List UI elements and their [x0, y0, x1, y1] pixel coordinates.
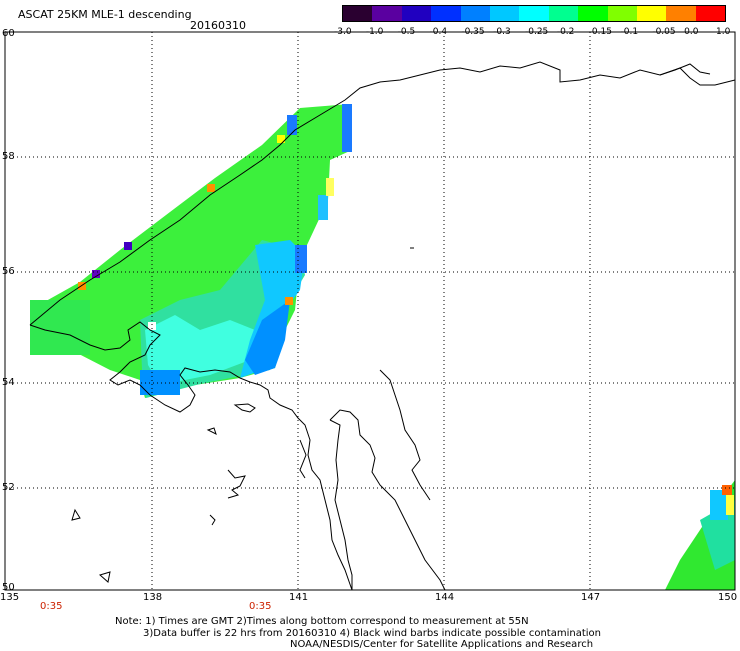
lat-label-50: 50 [2, 582, 15, 593]
colorbar-segment [401, 6, 432, 21]
colorbar-label: -0.15 [588, 27, 612, 37]
colorbar-segment [636, 6, 667, 21]
colorbar-segment [460, 6, 490, 21]
colorbar-labels: -3.0 -1.0 -0.5 -0.4 -0.35 -0.3 -0.25 -0.2 -0.15-… [334, 27, 734, 39]
colorbar-segment [695, 6, 726, 21]
data-swath-corner [665, 480, 735, 590]
lon-label-147: 147 [581, 592, 601, 603]
colorbar-label: 1.0 [716, 27, 731, 37]
time-label-right: 0:35 [249, 601, 272, 612]
colorbar-segment [578, 6, 608, 21]
colorbar-label: -0.25 [525, 27, 549, 37]
lat-label-54: 54 [2, 377, 15, 388]
colorbar-label: -0.35 [461, 27, 485, 37]
colorbar-label: -0.4 [429, 27, 448, 37]
colorbar-segment [431, 6, 461, 21]
graticule [5, 32, 735, 590]
note-line-3: NOAA/NESDIS/Center for Satellite Applica… [290, 639, 594, 650]
colorbar-segment [372, 6, 402, 21]
chart-date: 20160310 [190, 19, 246, 32]
lat-label-58: 58 [2, 151, 15, 162]
colorbar-label: -3.0 [334, 27, 352, 37]
lon-label-150: 150 [718, 592, 738, 603]
data-swath-main [30, 104, 352, 398]
colorbar-segment [548, 6, 579, 21]
map-frame [4, 31, 736, 591]
lat-label-52: 52 [2, 482, 15, 493]
colorbar-segment [519, 6, 549, 21]
note-line-2: 3)Data buffer is 22 hrs from 20160310 4)… [143, 628, 601, 639]
colorbar-label: -0.05 [652, 27, 676, 37]
colorbar-label: -1.0 [365, 27, 384, 37]
colorbar-segment [489, 6, 520, 21]
coastline [29, 61, 736, 591]
lat-label-60: 60 [2, 28, 15, 39]
lon-label-141: 141 [289, 592, 309, 603]
colorbar-segment [666, 6, 696, 21]
colorbar-label: -0.3 [493, 27, 511, 37]
time-label-left: 0:35 [40, 601, 63, 612]
lon-label-138: 138 [143, 592, 163, 603]
colorbar-segment [607, 6, 637, 21]
colorbar-label: 0.0 [684, 27, 699, 37]
colorbar-segment [343, 6, 373, 21]
lon-label-135: 135 [0, 592, 20, 603]
colorbar [342, 5, 726, 22]
colorbar-label: -0.5 [397, 27, 416, 37]
note-line-1: Note: 1) Times are GMT 2)Times along bot… [115, 616, 529, 627]
lon-label-144: 144 [435, 592, 455, 603]
chart-title: ASCAT 25KM MLE-1 descending [18, 8, 192, 21]
colorbar-label: -0.1 [620, 27, 639, 37]
lat-label-56: 56 [2, 266, 15, 277]
colorbar-label: -0.2 [556, 27, 575, 37]
